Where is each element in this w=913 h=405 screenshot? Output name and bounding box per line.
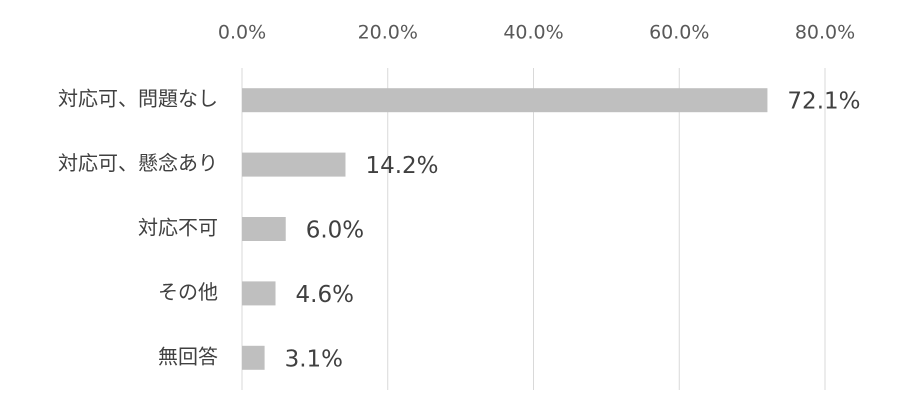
value-label: 6.0% — [306, 218, 364, 244]
bar — [242, 281, 276, 306]
value-label: 3.1% — [285, 346, 343, 372]
bar — [242, 345, 265, 370]
bar — [242, 88, 768, 113]
x-tick-label: 80.0% — [795, 22, 855, 44]
value-label: 14.2% — [365, 153, 438, 179]
x-tick-label: 20.0% — [358, 22, 418, 44]
category-label: その他 — [158, 280, 218, 304]
x-tick-label: 40.0% — [503, 22, 563, 44]
x-tick-label: 0.0% — [218, 22, 266, 44]
category-label: 対応不可 — [138, 216, 218, 240]
category-label: 対応可、懸念あり — [58, 151, 218, 175]
x-tick-label: 60.0% — [649, 22, 709, 44]
category-label: 無回答 — [158, 344, 218, 368]
value-label: 4.6% — [296, 282, 354, 308]
bar — [242, 217, 286, 241]
bar — [242, 152, 346, 177]
value-label: 72.1% — [787, 89, 860, 115]
category-label: 対応可、問題なし — [58, 87, 218, 111]
